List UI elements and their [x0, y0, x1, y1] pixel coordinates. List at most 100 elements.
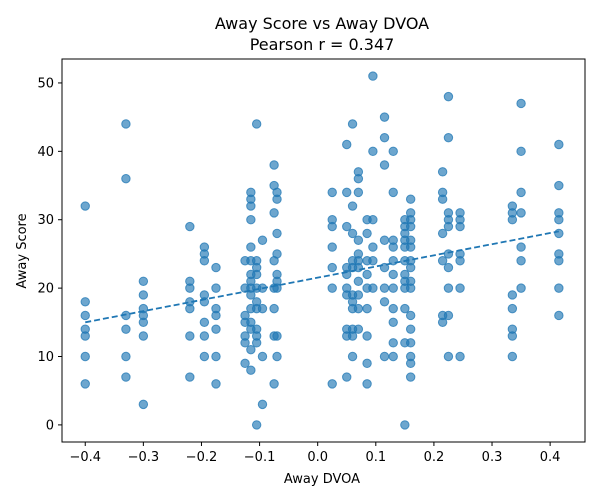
data-point [507, 303, 518, 314]
data-point [362, 331, 372, 341]
data-point [368, 283, 378, 293]
data-point [554, 215, 564, 225]
data-point [405, 358, 416, 369]
data-point [138, 290, 149, 300]
data-point [554, 310, 564, 321]
data-point [507, 290, 518, 300]
data-point [327, 283, 337, 293]
data-point [368, 146, 378, 157]
data-point [211, 310, 221, 321]
data-point [272, 249, 282, 259]
data-point [246, 201, 256, 211]
data-point [388, 146, 398, 157]
data-point [405, 262, 416, 273]
data-point [516, 187, 526, 198]
data-point [327, 262, 337, 273]
data-point [362, 228, 372, 239]
y-tick-label: 0 [46, 418, 54, 433]
data-point [211, 283, 221, 293]
data-point [443, 132, 454, 143]
data-point [437, 317, 448, 328]
data-point [379, 235, 390, 245]
data-point [185, 283, 195, 293]
data-point [138, 399, 149, 410]
data-point [211, 324, 221, 334]
data-point [554, 180, 564, 191]
data-point [80, 201, 90, 211]
data-point [455, 221, 465, 232]
data-point [347, 351, 358, 362]
data-point [379, 283, 390, 293]
data-point [437, 256, 448, 266]
data-point [342, 187, 352, 198]
data-point [246, 344, 256, 355]
data-point [246, 215, 256, 225]
data-point [80, 379, 90, 389]
data-point [121, 173, 131, 184]
y-tick-label: 40 [37, 145, 54, 160]
data-point [379, 112, 390, 122]
data-point [185, 331, 195, 341]
y-tick-label: 50 [37, 76, 54, 91]
data-point [121, 324, 131, 334]
data-point [362, 379, 372, 389]
data-point [379, 297, 390, 307]
data-point [347, 201, 358, 211]
data-point [121, 351, 131, 362]
data-point [327, 187, 337, 198]
data-point [443, 221, 454, 232]
data-point [443, 249, 454, 259]
data-point [199, 256, 210, 266]
x-tick-label: −0.4 [69, 450, 101, 465]
data-point [185, 372, 195, 382]
data-point [272, 228, 282, 239]
data-point [379, 351, 390, 362]
x-tick-label: 0.4 [540, 450, 561, 465]
data-point [251, 119, 262, 129]
data-point [269, 379, 279, 389]
data-point [443, 310, 454, 321]
data-point [405, 324, 416, 334]
data-point [121, 372, 131, 382]
y-tick-label: 30 [37, 213, 54, 228]
data-point [257, 303, 268, 314]
data-point [554, 256, 564, 266]
data-point [388, 242, 398, 252]
data-point [327, 242, 337, 252]
data-point [347, 119, 358, 129]
data-point [251, 338, 262, 348]
data-point [362, 303, 372, 314]
data-point [516, 146, 526, 157]
x-tick-label: −0.3 [128, 450, 160, 465]
data-point [353, 276, 364, 286]
y-tick-label: 20 [37, 282, 54, 297]
data-point [405, 194, 416, 204]
data-point [138, 331, 149, 341]
data-point [272, 194, 282, 204]
data-point [342, 372, 352, 382]
data-point [80, 297, 90, 307]
data-point [327, 221, 337, 232]
data-point [185, 303, 195, 314]
data-point [388, 317, 398, 328]
data-point [272, 331, 282, 341]
data-point [80, 310, 90, 321]
data-point [443, 283, 454, 293]
data-point [80, 331, 90, 341]
data-point [379, 160, 390, 170]
data-point [405, 310, 416, 321]
data-point [368, 215, 378, 225]
data-point [211, 351, 221, 362]
data-point [211, 379, 221, 389]
data-point [199, 331, 210, 341]
data-point [362, 269, 372, 280]
data-point [138, 276, 149, 286]
data-point [443, 351, 454, 362]
data-point [347, 331, 358, 341]
data-point [554, 283, 564, 293]
data-point [240, 338, 250, 348]
data-point [347, 228, 358, 239]
plot-frame [61, 58, 586, 443]
